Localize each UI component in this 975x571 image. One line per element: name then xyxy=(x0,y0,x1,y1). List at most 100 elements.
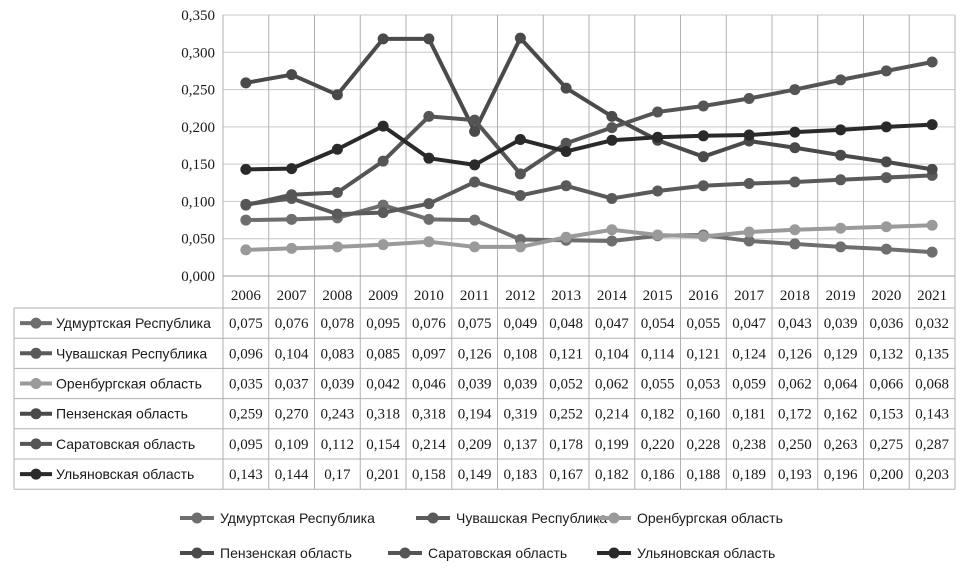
table-cell-value: 0,109 xyxy=(275,437,309,453)
data-point xyxy=(652,229,664,241)
data-point xyxy=(469,214,481,226)
table-cell-value: 0,196 xyxy=(824,467,858,483)
x-tick-label: 2018 xyxy=(780,288,810,304)
data-point xyxy=(606,192,618,204)
data-point xyxy=(606,134,618,146)
table-cell-value: 0,039 xyxy=(458,377,492,393)
data-point xyxy=(377,155,389,167)
table-cell-value: 0,167 xyxy=(549,467,583,483)
data-point xyxy=(835,222,847,234)
table-cell-value: 0,032 xyxy=(915,316,949,332)
data-point xyxy=(240,163,252,175)
data-point xyxy=(652,106,664,118)
data-point xyxy=(469,125,481,137)
table-cell-value: 0,095 xyxy=(229,437,263,453)
table-cell-value: 0,318 xyxy=(366,407,400,423)
table-cell-value: 0,143 xyxy=(915,407,949,423)
table-cell-value: 0,153 xyxy=(870,407,904,423)
data-point xyxy=(880,65,892,77)
legend-marker xyxy=(427,512,439,524)
table-cell-value: 0,068 xyxy=(915,377,949,393)
data-point xyxy=(423,33,435,45)
y-tick-label: 0,050 xyxy=(181,232,215,248)
x-tick-label: 2009 xyxy=(368,288,398,304)
data-point xyxy=(926,246,938,258)
table-cell-value: 0,076 xyxy=(412,316,446,332)
table-cell-value: 0,250 xyxy=(778,437,812,453)
row-series-name: Ульяновская область xyxy=(56,466,194,482)
series-line xyxy=(245,60,933,208)
data-point xyxy=(331,89,343,101)
legend-label: Ульяновская область xyxy=(637,545,775,561)
data-point xyxy=(560,180,572,192)
table-cell-value: 0,059 xyxy=(732,377,766,393)
table-cell-value: 0,158 xyxy=(412,467,446,483)
data-point xyxy=(560,231,572,243)
data-point xyxy=(240,244,252,256)
data-point xyxy=(789,126,801,138)
data-point xyxy=(377,239,389,251)
table-cell-value: 0,121 xyxy=(687,346,721,362)
data-point xyxy=(880,243,892,255)
table-cell-value: 0,238 xyxy=(732,437,766,453)
y-tick-label: 0,100 xyxy=(181,194,215,210)
row-legend-marker xyxy=(30,408,42,420)
data-point xyxy=(926,56,938,68)
data-point xyxy=(423,236,435,248)
legend-marker xyxy=(608,547,620,559)
table-cell-value: 0,319 xyxy=(504,407,538,423)
table-cell-value: 0,124 xyxy=(732,346,766,362)
data-point xyxy=(880,156,892,168)
data-point xyxy=(789,84,801,96)
x-tick-label: 2015 xyxy=(643,288,673,304)
table-cell-value: 0,114 xyxy=(641,346,675,362)
table-cell-value: 0,039 xyxy=(504,377,538,393)
data-point xyxy=(606,235,618,247)
data-point xyxy=(560,82,572,94)
table-cell-value: 0,078 xyxy=(321,316,355,332)
table-cell-value: 0,160 xyxy=(687,407,721,423)
table-cell-value: 0,149 xyxy=(458,467,492,483)
table-cell-value: 0,228 xyxy=(687,437,721,453)
table-cell-value: 0,035 xyxy=(229,377,263,393)
table-cell-value: 0,135 xyxy=(915,346,949,362)
table-cell-value: 0,263 xyxy=(824,437,858,453)
data-point xyxy=(469,114,481,126)
data-point xyxy=(286,242,298,254)
data-point xyxy=(789,238,801,250)
row-legend-marker xyxy=(30,468,42,480)
data-point xyxy=(606,122,618,134)
x-tick-label: 2012 xyxy=(505,288,535,304)
table-cell-value: 0,188 xyxy=(687,467,721,483)
data-point xyxy=(423,110,435,122)
data-point xyxy=(926,219,938,231)
table-cell-value: 0,129 xyxy=(824,346,858,362)
table-cell-value: 0,201 xyxy=(366,467,400,483)
table-cell-value: 0,049 xyxy=(504,316,538,332)
data-point xyxy=(697,130,709,142)
table-cell-value: 0,055 xyxy=(687,316,721,332)
data-point xyxy=(240,214,252,226)
x-tick-label: 2013 xyxy=(551,288,581,304)
x-tick-label: 2007 xyxy=(277,288,308,304)
table-cell-value: 0,062 xyxy=(778,377,812,393)
legend-label: Удмуртская Республика xyxy=(220,510,375,526)
table-cell-value: 0,186 xyxy=(641,467,675,483)
data-point xyxy=(880,221,892,233)
data-point xyxy=(789,142,801,154)
table-cell-value: 0,214 xyxy=(595,407,629,423)
table-cell-value: 0,200 xyxy=(870,467,904,483)
table-cell-value: 0,036 xyxy=(870,316,904,332)
table-cell-value: 0,154 xyxy=(366,437,400,453)
table-cell-value: 0,104 xyxy=(595,346,629,362)
data-point xyxy=(286,163,298,175)
data-point xyxy=(331,208,343,220)
x-tick-label: 2019 xyxy=(826,288,856,304)
table-cell-value: 0,062 xyxy=(595,377,629,393)
table-cell-value: 0,318 xyxy=(412,407,446,423)
data-point xyxy=(469,159,481,171)
series-line xyxy=(245,173,933,217)
table-cell-value: 0,042 xyxy=(366,377,400,393)
table-cell-value: 0,287 xyxy=(915,437,949,453)
